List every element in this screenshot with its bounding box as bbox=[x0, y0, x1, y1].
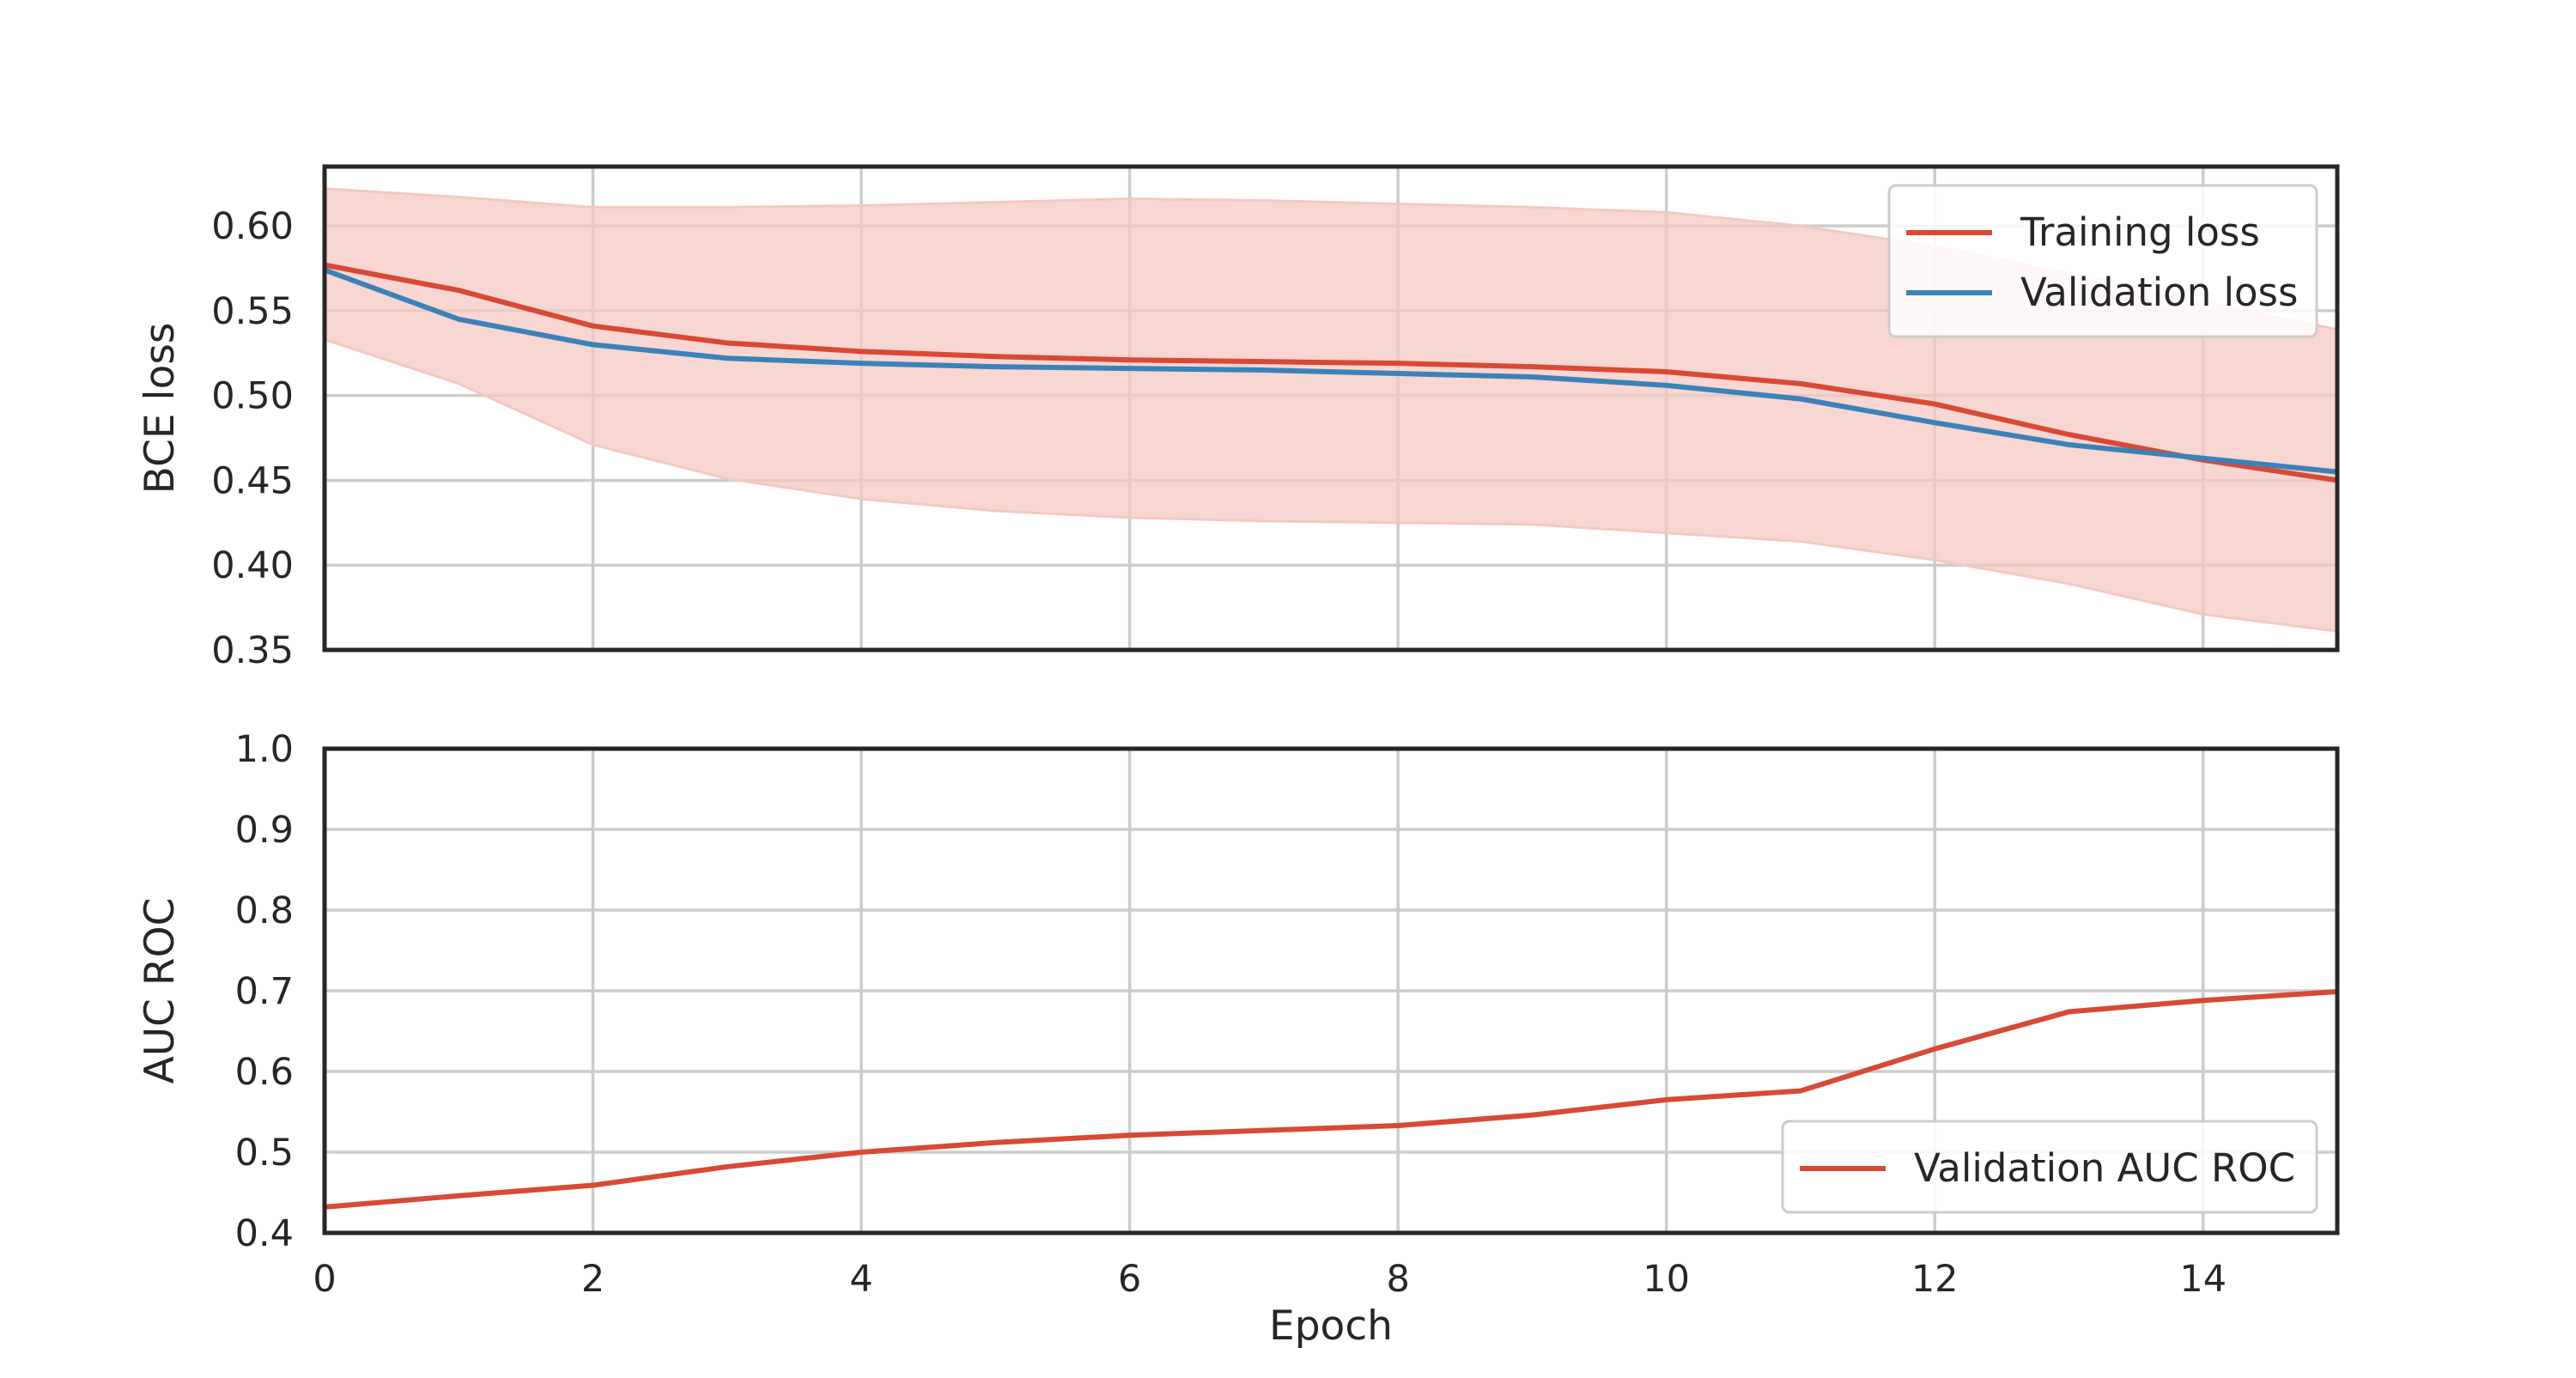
panel-bottom-x-tick-label: 14 bbox=[2179, 1258, 2227, 1301]
panel-bottom-x-tick-label: 4 bbox=[849, 1258, 872, 1301]
panel-bottom-plot-area bbox=[325, 988, 2337, 1210]
panel-top-legend-label-1: Validation loss bbox=[2020, 270, 2298, 315]
panel-top-series-0-band bbox=[325, 187, 2337, 633]
panel-bottom-legend-box bbox=[1781, 1120, 2318, 1214]
panel-bottom-legend: Validation AUC ROC bbox=[1781, 1120, 2318, 1214]
panel-top-y-tick-label: 0.40 bbox=[211, 544, 294, 587]
panel-bottom-y-tick-label: 0.8 bbox=[235, 889, 294, 932]
panel-top-y-tick-label: 0.50 bbox=[211, 375, 294, 418]
panel-top-frame bbox=[322, 164, 2340, 653]
panel-bottom-y-tick-label: 0.6 bbox=[235, 1051, 294, 1094]
panel-bottom-y-tick-label: 0.7 bbox=[235, 970, 294, 1013]
panel-bottom-y-axis-label: AUC ROC bbox=[137, 898, 184, 1084]
panel-top-axes: 0.35 0.40 0.45 0.50 0.55 0.60 BCE loss Training… bbox=[137, 164, 2340, 672]
panel-bottom-x-axis-label: Epoch bbox=[1269, 1302, 1393, 1350]
panel-top-series-0-line bbox=[325, 262, 2337, 483]
panel-bottom-x-tick-label: 12 bbox=[1911, 1258, 1959, 1301]
panel-bottom-x-tick-label: 6 bbox=[1118, 1258, 1141, 1301]
panel-top-legend-box bbox=[1887, 184, 2318, 338]
panel-top-y-tick-label: 0.35 bbox=[211, 629, 294, 672]
panel-top-plot-area bbox=[325, 187, 2337, 633]
panel-bottom-x-tick-label: 2 bbox=[581, 1258, 605, 1301]
panel-top-y-tick-label: 0.55 bbox=[211, 290, 294, 333]
panel-top-y-tick-label: 0.45 bbox=[211, 459, 294, 502]
panel-bottom-x-tick-label: 10 bbox=[1643, 1258, 1690, 1301]
panel-bottom-x-tick-label: 8 bbox=[1386, 1258, 1409, 1301]
panel-bottom-y-tick-label: 0.9 bbox=[235, 809, 294, 852]
panel-top-legend: Training loss Validation loss bbox=[1887, 184, 2318, 338]
panel-bottom-legend-label-0: Validation AUC ROC bbox=[1914, 1145, 2295, 1191]
panel-top-legend-label-0: Training loss bbox=[2020, 209, 2260, 255]
panel-bottom-y-tick-label: 1.0 bbox=[235, 728, 294, 771]
panel-bottom-y-tick-label: 0.4 bbox=[235, 1212, 294, 1255]
panel-bottom-y-tick-label: 0.5 bbox=[235, 1132, 294, 1175]
panel-bottom-axes: 0 2 4 6 8 10 12 14 0.4 0.5 0.6 0.7 0.8 0.9 1.0 AUC ROC E… bbox=[137, 728, 2340, 1350]
panel-top-y-axis-label: BCE loss bbox=[137, 323, 184, 495]
panel-bottom-frame bbox=[322, 746, 2340, 1235]
panel-bottom-series-0-line bbox=[325, 988, 2337, 1210]
panel-bottom-x-tick-label: 0 bbox=[313, 1258, 336, 1301]
panel-top-series-1-line bbox=[325, 267, 2337, 475]
panel-top-y-tick-label: 0.60 bbox=[211, 205, 294, 248]
